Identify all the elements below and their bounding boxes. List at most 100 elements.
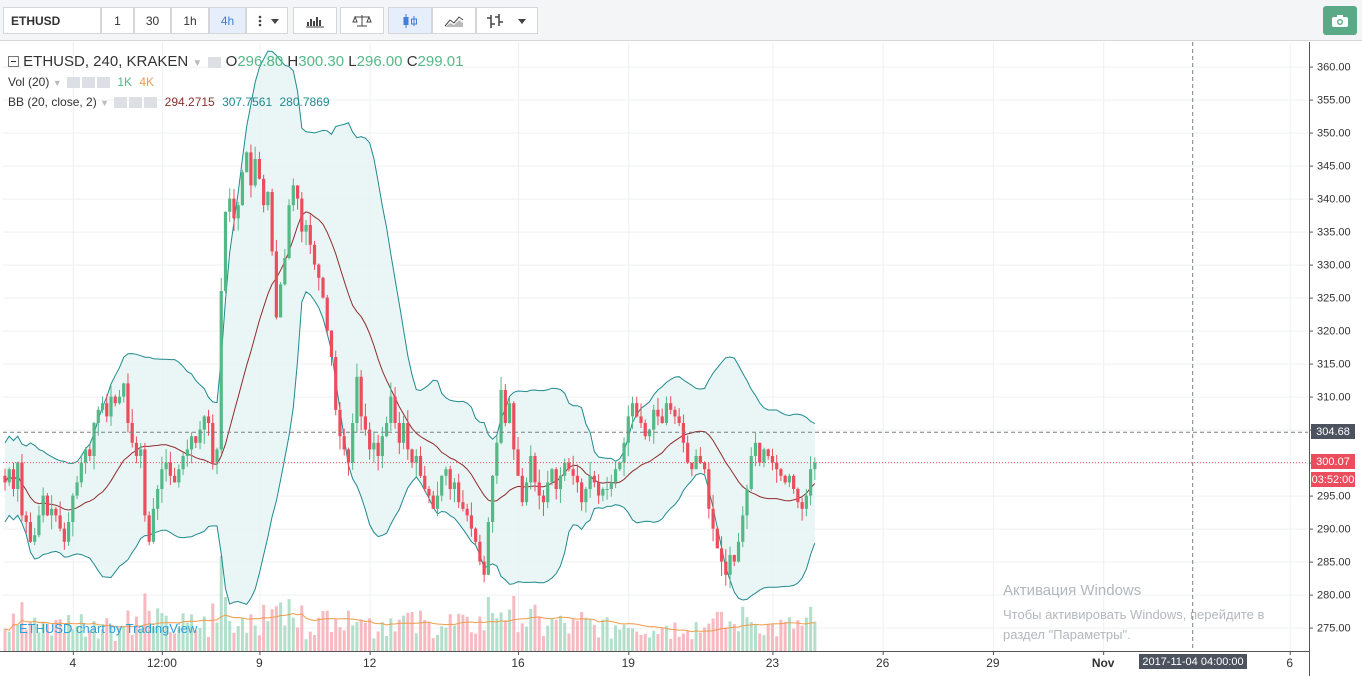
volume-bar [190,614,194,651]
candle-body [745,489,749,516]
candle-body [368,429,372,450]
volume-bar [440,626,444,651]
interval-4h-button[interactable]: 4h [209,7,246,34]
candle-body [24,515,28,522]
volume-bar [499,612,503,651]
volume-bar [533,604,537,651]
candle-body [317,264,321,278]
price-tick-label: 325.00 [1317,293,1351,305]
bb-dropdown-arrow[interactable]: ▼ [100,98,109,108]
volume-bar [139,629,143,651]
candle-body [758,442,762,463]
volume-bar [516,632,520,651]
time-tick-label: 29 [986,656,1000,670]
volume-bar [673,622,677,651]
candle-body [28,522,33,542]
price-tick-label: 285.00 [1317,557,1351,569]
volume-bar [101,629,105,651]
interval-30-button[interactable]: 30 [134,7,171,34]
interval-more-dropdown[interactable] [246,7,288,34]
volume-bar [762,635,766,651]
volume-settings-icon[interactable] [81,77,95,89]
volume-bar [50,635,54,651]
candle-body [20,462,24,516]
candle-body [766,449,770,456]
volume-bar [550,618,554,651]
tradingview-attribution-link[interactable]: ETHUSD chart by TradingView [19,621,198,636]
candle-body [435,495,440,509]
candle-body [537,482,541,496]
bb-remove-icon[interactable] [144,97,158,109]
compare-button[interactable] [340,7,384,34]
volume-bar [753,625,757,651]
candle-body [7,469,11,483]
candle-body [215,449,219,463]
candle-body [478,541,482,562]
volume-bar [681,633,685,651]
price-chart[interactable]: 275.00280.00285.00290.00295.00300.00305.… [0,42,1359,676]
volume-bar [529,608,533,651]
volume-bar [724,627,728,651]
volume-dropdown-arrow[interactable]: ▼ [52,78,62,88]
bb-settings-icon[interactable] [129,97,143,109]
snapshot-button[interactable] [1323,6,1357,35]
volume-remove-icon[interactable] [96,77,110,89]
interval-1-button[interactable]: 1 [101,7,134,34]
candle-body [342,436,346,450]
low-value: 296.00 [356,53,403,70]
volume-visibility-icon[interactable] [66,77,80,89]
volume-bar [486,597,490,651]
candle-body [474,528,478,542]
symbol-search-input[interactable]: ETHUSD [3,7,101,34]
candle-body [554,469,558,489]
time-tick-label: 6 [1286,656,1293,670]
candles-style-button[interactable] [388,7,432,34]
legend-dropdown-arrow[interactable]: ▼ [192,58,203,69]
indicators-button[interactable] [293,7,337,34]
volume-bar [385,636,389,651]
volume-bar [126,610,130,651]
line-style-button[interactable] [432,7,476,34]
candle-body [499,390,503,443]
volume-bar [236,626,240,651]
windows-activation-line3: раздел "Параметры". [1003,627,1131,642]
volume-bar [54,619,58,651]
candle-body [690,462,694,470]
volume-bar [359,619,363,651]
candle-body [79,462,83,483]
candle-body [334,357,338,410]
candle-body [329,330,334,357]
time-tick-label: 12 [363,656,377,670]
price-tick-label: 275.00 [1317,623,1351,635]
candle-body [376,442,380,456]
bb-visibility-icon[interactable] [114,97,128,109]
candle-body [194,436,198,443]
volume-bar [304,639,308,651]
volume-bar [414,633,418,651]
volume-bar [431,638,435,651]
candle-body [597,482,601,496]
symbol-title: ETHUSD, 240, KRAKEN [23,53,189,70]
candle-body [698,456,702,463]
candles-icon [403,13,417,28]
candle-body [796,489,800,503]
interval-1h-button[interactable]: 1h [171,7,209,34]
candle-body [236,205,240,219]
collapse-legend-icon[interactable] [8,56,19,67]
bars-style-dropdown[interactable] [476,7,538,34]
volume-bar [406,612,410,651]
chart-pane[interactable]: 275.00280.00285.00290.00295.00300.00305.… [0,42,1351,676]
candle-body [792,475,796,489]
volume-bar [664,625,668,651]
candle-body [686,442,690,463]
volume-bar [605,617,609,651]
visibility-toggle-icon[interactable] [208,56,222,68]
candle-body [283,258,287,285]
candle-body [592,475,596,483]
candle-body [393,396,397,423]
volume-bar [393,631,397,651]
candle-body [571,469,575,476]
candle-body [520,475,524,503]
volume-bar [372,638,376,651]
candle-body [389,396,393,423]
